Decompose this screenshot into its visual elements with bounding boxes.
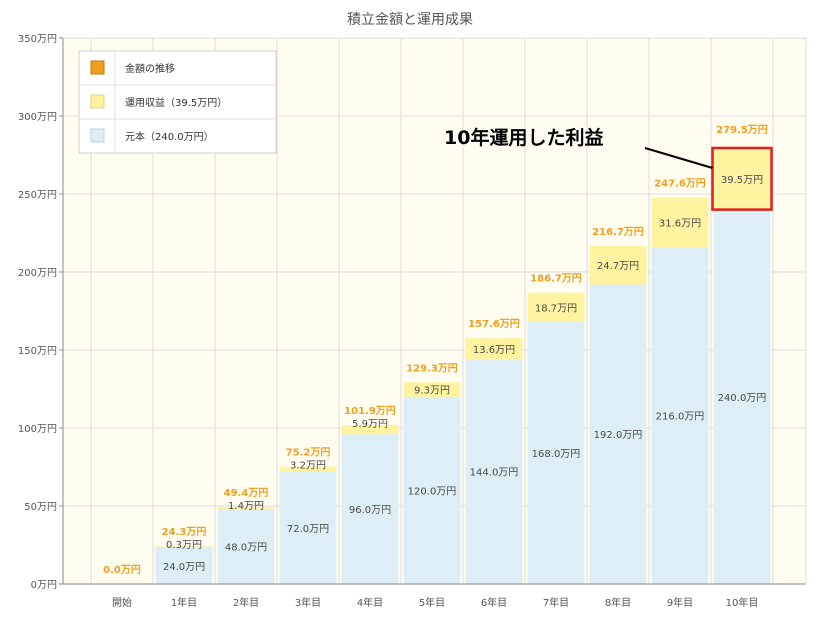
bar-profit: [713, 147, 771, 210]
bar-principal: [465, 359, 523, 584]
bar-profit: [341, 425, 399, 435]
profit-value-label: 24.7万円: [597, 261, 639, 272]
x-tick-label: 2年目: [233, 596, 259, 609]
bar-profit: [279, 466, 337, 472]
highlight-box: [711, 146, 773, 211]
x-tick-label: 1年目: [171, 596, 197, 609]
principal-value-label: 168.0万円: [532, 449, 581, 460]
bar-profit: [527, 292, 585, 322]
bar-principal: [651, 247, 709, 585]
total-value-label: 129.3万円: [406, 362, 458, 374]
profit-value-label: 13.6万円: [473, 345, 515, 356]
profit-value-label: 1.4万円: [228, 501, 264, 512]
bar-principal: [713, 209, 771, 584]
bar-principal: [217, 509, 275, 584]
bar-profit: [403, 382, 461, 397]
principal-value-label: 240.0万円: [718, 393, 767, 404]
principal-value-label: 72.0万円: [287, 524, 329, 535]
total-value-label: 279.5万円: [716, 124, 768, 136]
y-tick-label: 150万円: [18, 346, 57, 357]
principal-value-label: 96.0万円: [349, 505, 391, 516]
bar-principal: [403, 396, 461, 584]
bar-principal: [279, 471, 337, 584]
legend-label: 元本（240.0万円）: [125, 130, 214, 143]
total-value-label: 24.3万円: [162, 526, 207, 538]
x-tick-label: 3年目: [295, 596, 321, 609]
annotation-text: 10年運用した利益: [444, 126, 603, 149]
total-value-label: 216.7万円: [592, 226, 644, 238]
bar-profit: [465, 338, 523, 360]
x-tick-label: 4年目: [357, 596, 383, 609]
bar-profit: [217, 506, 275, 510]
x-tick-label: 6年目: [481, 596, 507, 609]
y-tick-label: 0万円: [31, 580, 57, 591]
x-tick-label: 9年目: [667, 596, 693, 609]
y-tick-label: 200万円: [18, 268, 57, 279]
x-tick-label: 5年目: [419, 596, 445, 609]
chart-title: 積立金額と運用成果: [347, 12, 473, 28]
profit-value-label: 9.3万円: [414, 386, 450, 397]
profit-value-label: 0.3万円: [166, 540, 202, 551]
total-value-label: 49.4万円: [224, 487, 269, 499]
x-tick-label: 開始: [112, 596, 132, 609]
bar-principal: [155, 546, 213, 584]
annotation-line: [644, 147, 713, 169]
total-value-label: 247.6万円: [654, 178, 706, 190]
profit-value-label: 31.6万円: [659, 218, 701, 229]
y-tick-label: 100万円: [18, 424, 57, 435]
profit-value-label: 5.9万円: [352, 419, 388, 430]
legend-box: [78, 50, 277, 154]
x-tick-label: 7年目: [543, 596, 569, 609]
principal-value-label: 48.0万円: [225, 543, 267, 554]
y-tick-label: 250万円: [18, 190, 57, 201]
total-value-label: 186.7万円: [530, 273, 582, 285]
y-tick-label: 300万円: [18, 112, 57, 123]
bar-principal: [589, 284, 647, 584]
principal-value-label: 144.0万円: [470, 468, 519, 479]
legend-swatch: [90, 128, 105, 143]
principal-value-label: 120.0万円: [408, 486, 457, 497]
profit-value-label: 39.5万円: [721, 175, 763, 186]
legend-label: 金額の推移: [125, 62, 175, 75]
x-tick-label: 10年目: [726, 596, 759, 609]
x-tick-label: 8年目: [605, 596, 631, 609]
total-value-label: 101.9万円: [344, 405, 396, 417]
principal-value-label: 216.0万円: [656, 412, 705, 423]
total-value-label: 75.2万円: [286, 447, 331, 459]
legend-swatch: [90, 60, 105, 75]
bar-principal: [527, 321, 585, 584]
principal-value-label: 24.0万円: [163, 562, 205, 573]
profit-value-label: 18.7万円: [535, 303, 577, 314]
profit-value-label: 3.2万円: [290, 461, 326, 472]
y-tick-label: 50万円: [24, 502, 57, 513]
principal-value-label: 192.0万円: [594, 430, 643, 441]
total-value-label: 157.6万円: [468, 318, 520, 330]
legend-label: 運用収益（39.5万円）: [125, 96, 227, 109]
total-value-label: 0.0万円: [103, 564, 141, 576]
bar-principal: [341, 434, 399, 584]
bar-profit: [589, 245, 647, 285]
y-tick-label: 350万円: [18, 34, 57, 45]
bar-profit: [651, 197, 709, 248]
legend-swatch: [90, 94, 105, 109]
